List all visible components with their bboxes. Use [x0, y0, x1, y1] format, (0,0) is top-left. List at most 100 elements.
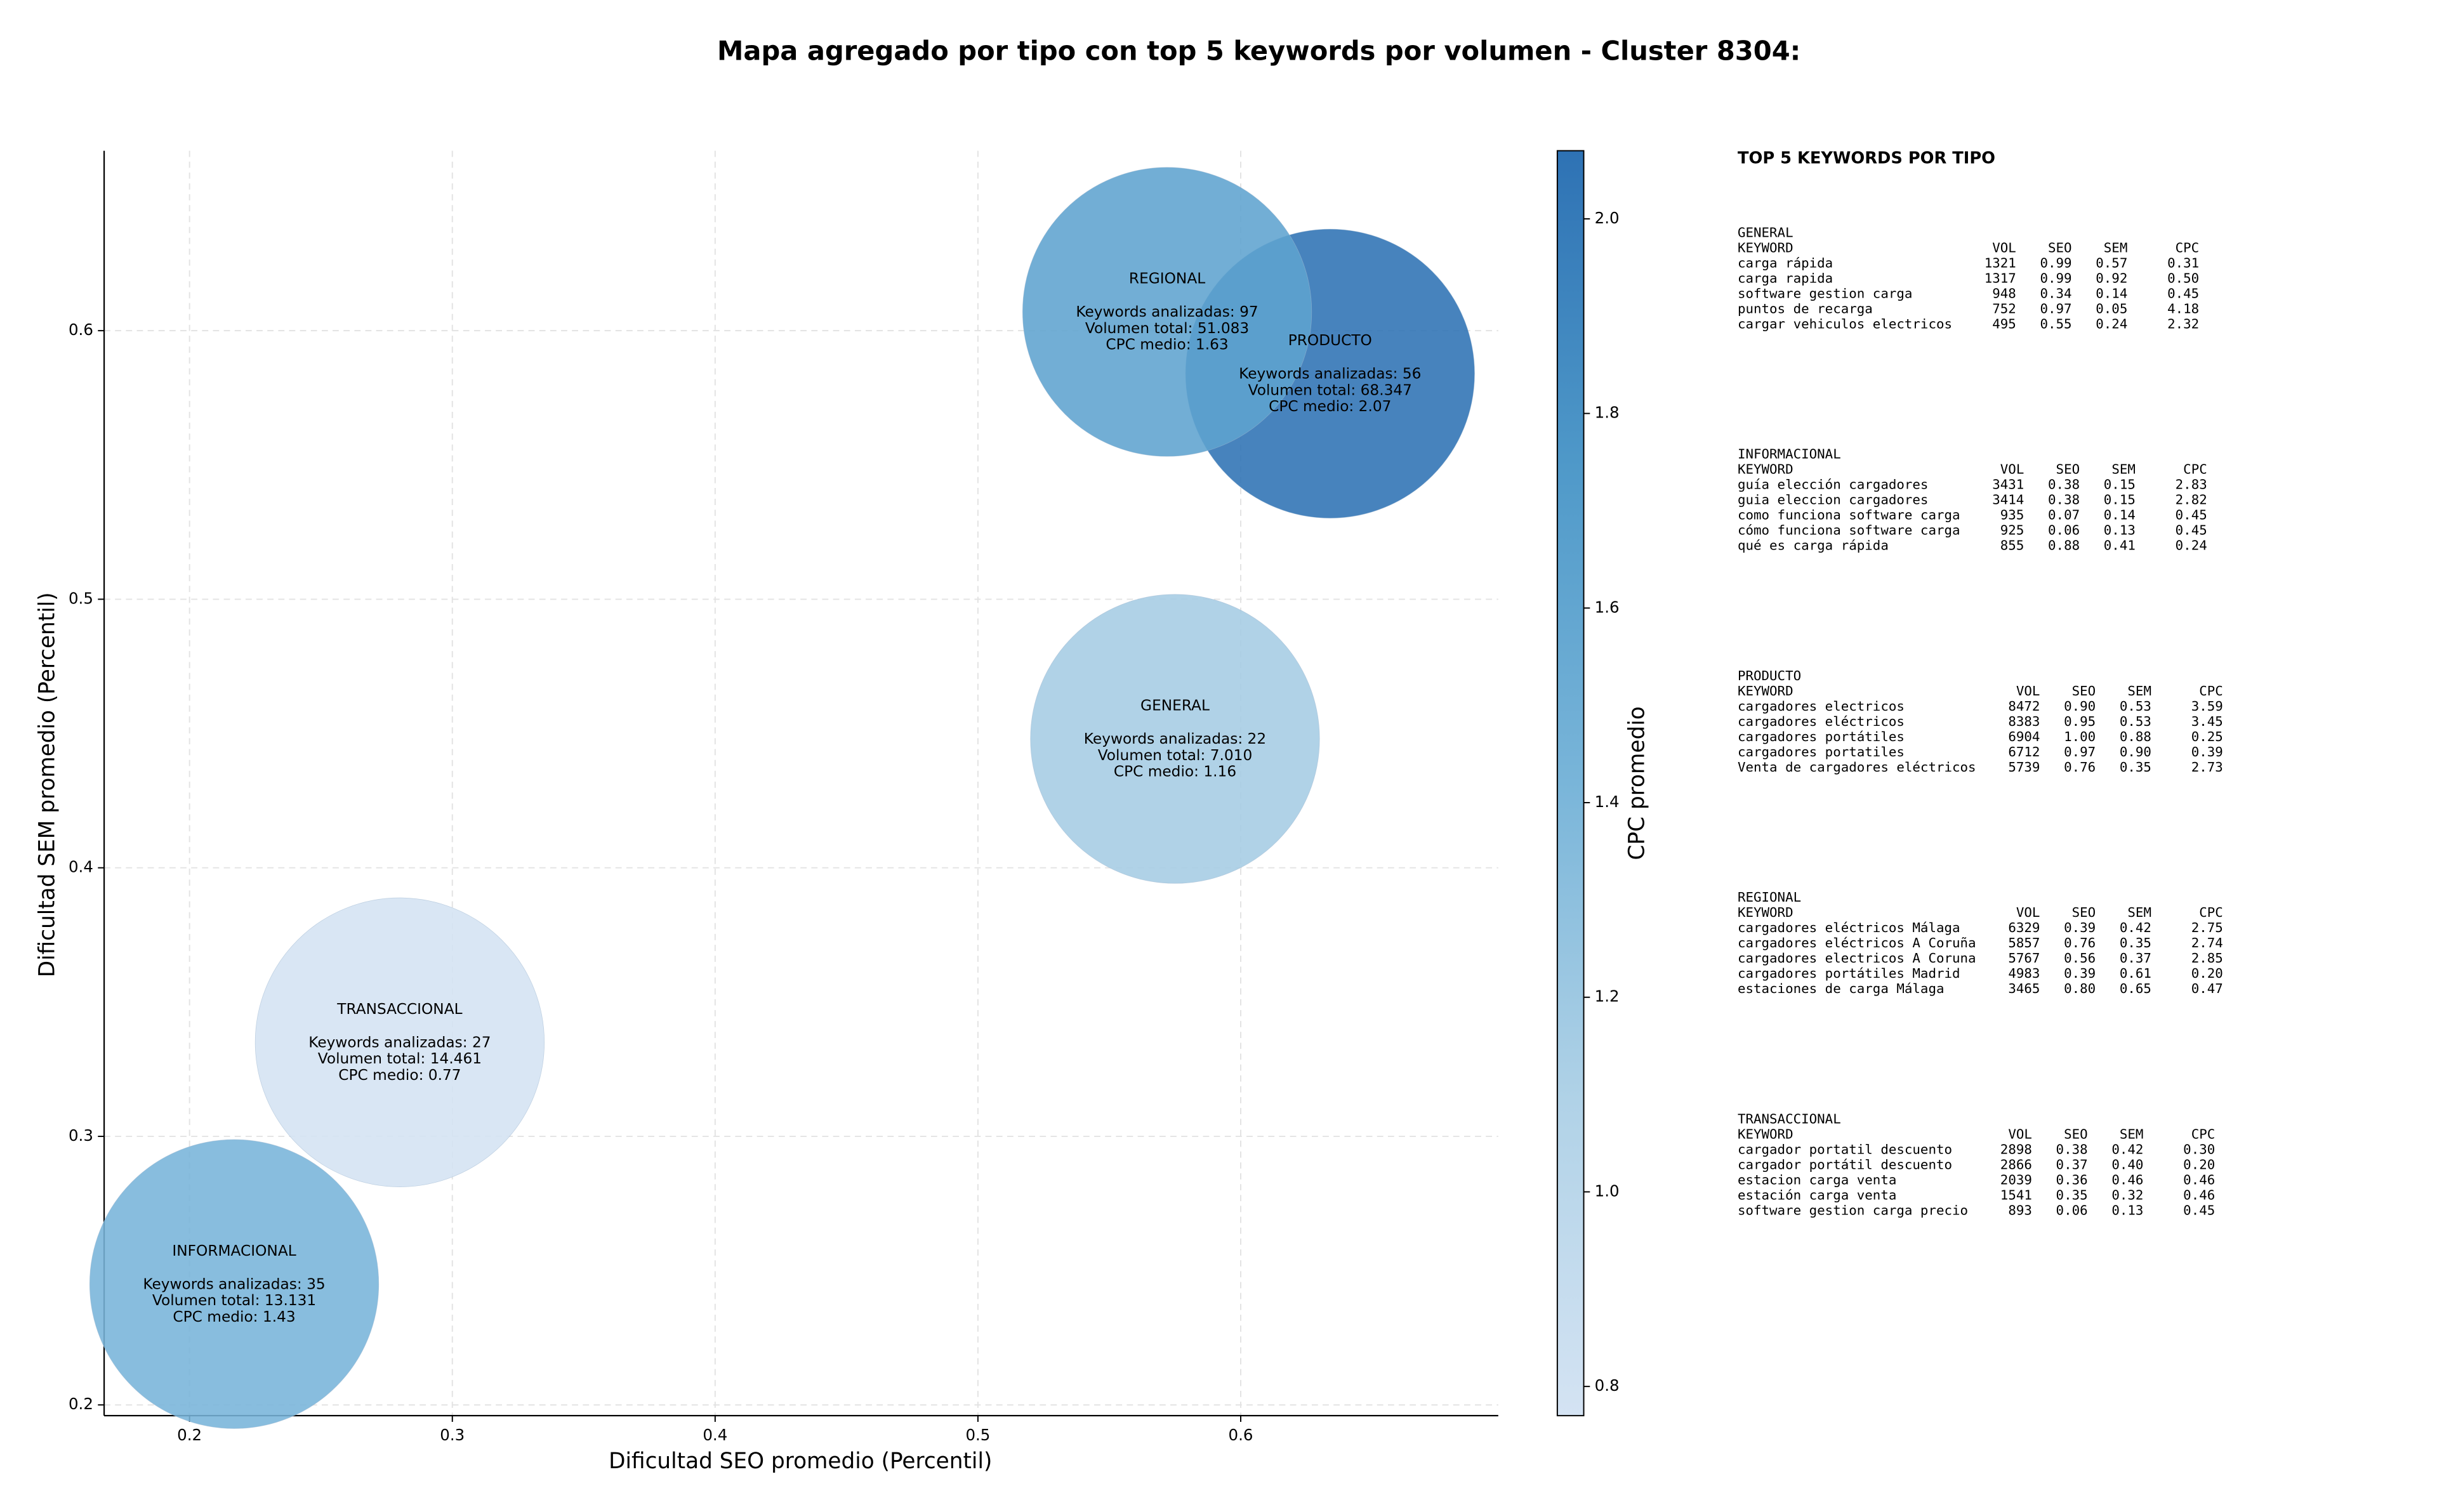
table-section-title: TRANSACCIONAL — [1738, 1111, 1841, 1126]
table-cell: 0.06 — [2048, 523, 2080, 538]
table-column-header: SEO — [2064, 1126, 2088, 1141]
bubble-label: REGIONAL — [1129, 270, 1205, 287]
bubble-annotation: CPC medio: 0.77 — [338, 1067, 461, 1084]
table-cell: 4.18 — [2167, 301, 2199, 316]
table-cell: 0.30 — [2183, 1141, 2215, 1157]
table-cell: 893 — [2008, 1202, 2032, 1218]
table-cell: 0.45 — [2176, 523, 2207, 538]
x-tick-label: 0.5 — [965, 1426, 990, 1444]
table-cell: 0.35 — [2056, 1187, 2088, 1202]
x-tick-label: 0.4 — [703, 1426, 727, 1444]
table-cell: 0.05 — [2096, 301, 2127, 316]
table-cell: 0.20 — [2191, 966, 2223, 981]
table-column-header: VOL — [2008, 1126, 2032, 1141]
table-cell: 0.34 — [2040, 286, 2071, 301]
colorbar-tick-label: 1.4 — [1595, 792, 1620, 811]
table-cell: cargadores portátiles — [1738, 729, 1905, 744]
table-column-header: CPC — [2199, 683, 2223, 699]
table-column-header: SEM — [2127, 905, 2151, 920]
bubble-annotation: CPC medio: 1.16 — [1114, 763, 1236, 780]
table-cell: 0.41 — [2104, 538, 2136, 553]
table-cell: 925 — [2000, 523, 2024, 538]
table-column-header: CPC — [2199, 905, 2223, 920]
table-cell: software gestion carga precio — [1738, 1202, 1968, 1218]
table-cell: 948 — [1992, 286, 2016, 301]
bubble-annotation: Keywords analizadas: 22 — [1084, 730, 1266, 747]
table-cell: 855 — [2000, 538, 2024, 553]
table-cell: 0.95 — [2064, 714, 2096, 729]
table-section-title: INFORMACIONAL — [1738, 447, 1841, 462]
bubble-annotation: Keywords analizadas: 35 — [143, 1275, 325, 1292]
table-cell: 0.46 — [2111, 1172, 2143, 1187]
colorbar-tick-label: 1.2 — [1595, 987, 1620, 1006]
table-cell: 0.15 — [2104, 477, 2136, 492]
table-cell: carga rápida — [1738, 255, 1833, 270]
table-cell: 0.42 — [2120, 920, 2151, 935]
table-cell: 0.88 — [2048, 538, 2080, 553]
table-cell: 8472 — [2008, 699, 2040, 714]
table-cell: 1317 — [1985, 270, 2016, 286]
colorbar-label: CPC promedio — [1625, 706, 1650, 860]
table-cell: 0.15 — [2104, 492, 2136, 508]
table-cell: 0.47 — [2191, 981, 2223, 996]
table-cell: estacion carga venta — [1738, 1172, 1896, 1187]
y-tick-label: 0.6 — [69, 320, 93, 339]
table-cell: 5739 — [2008, 759, 2040, 775]
table-cell: 0.45 — [2176, 508, 2207, 523]
table-cell: 1.00 — [2064, 729, 2096, 744]
table-cell: cargar vehiculos electricos — [1738, 316, 1952, 331]
table-cell: 2039 — [2000, 1172, 2032, 1187]
table-cell: 495 — [1992, 316, 2016, 331]
table-cell: 1321 — [1985, 255, 2016, 270]
panel-title: TOP 5 KEYWORDS POR TIPO — [1738, 148, 1995, 168]
table-column-header: SEO — [2072, 905, 2096, 920]
table-cell: 0.37 — [2056, 1157, 2088, 1172]
table-cell: estaciones de carga Málaga — [1738, 981, 1945, 996]
y-tick-label: 0.4 — [69, 858, 93, 876]
bubble-annotation: CPC medio: 2.07 — [1269, 398, 1391, 415]
table-cell: cargadores electricos A Coruna — [1738, 950, 1976, 966]
table-cell: 0.13 — [2111, 1202, 2143, 1218]
table-cell: cargadores electricos — [1738, 699, 1905, 714]
table-cell: 0.45 — [2183, 1202, 2215, 1218]
table-cell: cargador portatil descuento — [1738, 1141, 1952, 1157]
bubble-label: TRANSACCIONAL — [336, 1001, 462, 1018]
table-column-header: VOL — [2000, 462, 2024, 477]
table-cell: 0.35 — [2120, 759, 2151, 775]
table-cell: 0.56 — [2064, 950, 2096, 966]
table-column-header: CPC — [2183, 462, 2207, 477]
table-cell: 0.53 — [2120, 714, 2151, 729]
table-cell: 4983 — [2008, 966, 2040, 981]
table-cell: 0.37 — [2120, 950, 2151, 966]
table-column-header: CPC — [2191, 1126, 2216, 1141]
bubble-annotation: CPC medio: 1.63 — [1106, 336, 1228, 353]
bubble-annotation: CPC medio: 1.43 — [173, 1308, 295, 1325]
bubble-annotation: Volumen total: 7.010 — [1098, 747, 1253, 764]
table-cell: 0.40 — [2111, 1157, 2143, 1172]
bubble — [89, 1139, 380, 1429]
table-cell: 0.25 — [2191, 729, 2223, 744]
table-cell: 3.45 — [2191, 714, 2223, 729]
table-cell: cargadores eléctricos Málaga — [1738, 920, 1960, 935]
table-cell: 0.92 — [2096, 270, 2127, 286]
table-column-header: SEM — [2104, 240, 2128, 255]
bubble-annotation: Keywords analizadas: 97 — [1076, 303, 1258, 320]
bubble — [254, 897, 545, 1187]
table-cell: 0.20 — [2183, 1157, 2215, 1172]
bubble-label: GENERAL — [1140, 697, 1210, 714]
table-cell: 0.45 — [2167, 286, 2199, 301]
bubble-annotation: Volumen total: 13.131 — [152, 1292, 316, 1309]
table-cell: 2.85 — [2191, 950, 2223, 966]
x-tick-label: 0.3 — [440, 1426, 465, 1444]
table-cell: 8383 — [2008, 714, 2040, 729]
table-cell: qué es carga rápida — [1738, 538, 1889, 553]
table-column-header: SEM — [2127, 683, 2151, 699]
table-cell: 2.74 — [2191, 935, 2223, 950]
y-tick-label: 0.5 — [69, 589, 93, 607]
table-cell: como funciona software carga — [1738, 508, 1960, 523]
colorbar — [1556, 150, 1585, 1417]
table-cell: 6712 — [2008, 744, 2040, 759]
table-cell: 3.59 — [2191, 699, 2223, 714]
table-column-header: SEO — [2056, 462, 2080, 477]
